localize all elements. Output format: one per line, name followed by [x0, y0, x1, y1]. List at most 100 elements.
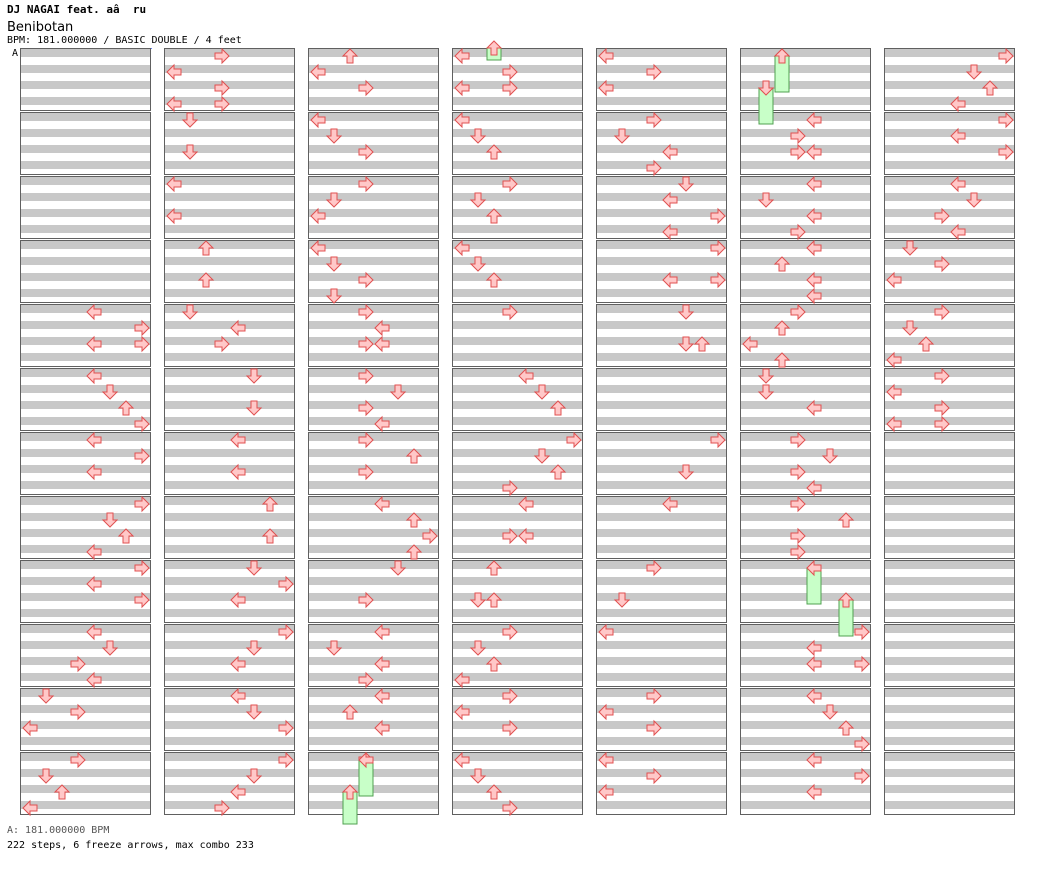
- right-arrow-note: [70, 655, 86, 673]
- right-arrow-note: [998, 47, 1014, 65]
- measure: [884, 48, 1015, 111]
- up-arrow-note: [485, 40, 503, 56]
- measure: [164, 688, 295, 751]
- measure: [596, 688, 727, 751]
- right-arrow-note: [358, 671, 374, 689]
- right-arrow-note: [214, 799, 230, 817]
- measure: [596, 304, 727, 367]
- measure: [740, 48, 871, 111]
- left-arrow-note: [806, 559, 822, 577]
- right-arrow-note: [998, 111, 1014, 129]
- measure: [452, 624, 583, 687]
- left-arrow-note: [518, 367, 534, 385]
- measure: [884, 432, 1015, 495]
- right-arrow-note: [422, 527, 438, 545]
- right-arrow-note: [214, 47, 230, 65]
- up-arrow-note: [341, 48, 359, 64]
- right-arrow-note: [854, 623, 870, 641]
- right-arrow-note: [790, 143, 806, 161]
- right-arrow-note: [214, 95, 230, 113]
- down-arrow-note: [245, 768, 263, 784]
- left-arrow-note: [454, 751, 470, 769]
- up-arrow-note: [693, 336, 711, 352]
- up-arrow-note: [341, 704, 359, 720]
- right-arrow-note: [358, 175, 374, 193]
- left-arrow-note: [806, 271, 822, 289]
- left-arrow-note: [806, 655, 822, 673]
- down-arrow-note: [325, 256, 343, 272]
- up-arrow-note: [485, 656, 503, 672]
- right-arrow-note: [502, 719, 518, 737]
- left-arrow-note: [806, 687, 822, 705]
- left-arrow-note: [950, 175, 966, 193]
- right-arrow-note: [358, 367, 374, 385]
- left-arrow-note: [806, 751, 822, 769]
- left-arrow-note: [86, 623, 102, 641]
- left-arrow-note: [806, 111, 822, 129]
- right-arrow-note: [502, 623, 518, 641]
- left-arrow-note: [886, 271, 902, 289]
- right-arrow-note: [646, 687, 662, 705]
- measure: [884, 624, 1015, 687]
- left-arrow-note: [86, 543, 102, 561]
- measure: [164, 432, 295, 495]
- right-arrow-note: [710, 239, 726, 257]
- left-arrow-note: [230, 463, 246, 481]
- down-arrow-note: [533, 448, 551, 464]
- measure: [452, 48, 583, 111]
- measure: [884, 368, 1015, 431]
- song-artist: DJ NAGAI feat. aâ ru: [7, 3, 147, 16]
- left-arrow-note: [662, 271, 678, 289]
- right-arrow-note: [646, 719, 662, 737]
- measure: [740, 688, 871, 751]
- left-arrow-note: [454, 47, 470, 65]
- left-arrow-note: [310, 207, 326, 225]
- right-arrow-note: [790, 543, 806, 561]
- measure: [164, 176, 295, 239]
- up-arrow-note: [837, 592, 855, 608]
- measure: [20, 368, 151, 431]
- left-arrow-note: [374, 319, 390, 337]
- left-arrow-note: [22, 799, 38, 817]
- right-arrow-note: [710, 431, 726, 449]
- up-arrow-note: [117, 528, 135, 544]
- right-arrow-note: [502, 687, 518, 705]
- left-arrow-note: [454, 111, 470, 129]
- right-arrow-note: [790, 431, 806, 449]
- measure: [596, 368, 727, 431]
- down-arrow-note: [101, 384, 119, 400]
- measure: [164, 368, 295, 431]
- left-arrow-note: [374, 719, 390, 737]
- left-arrow-note: [374, 655, 390, 673]
- up-arrow-note: [837, 720, 855, 736]
- left-arrow-note: [374, 495, 390, 513]
- down-arrow-note: [677, 176, 695, 192]
- left-arrow-note: [230, 783, 246, 801]
- down-arrow-note: [37, 768, 55, 784]
- left-arrow-note: [166, 95, 182, 113]
- down-arrow-note: [245, 368, 263, 384]
- right-arrow-note: [134, 335, 150, 353]
- measure: [308, 368, 439, 431]
- left-arrow-note: [950, 127, 966, 145]
- left-arrow-note: [886, 351, 902, 369]
- measure: [452, 688, 583, 751]
- left-arrow-note: [806, 239, 822, 257]
- right-arrow-note: [934, 399, 950, 417]
- right-arrow-note: [854, 767, 870, 785]
- down-arrow-note: [469, 256, 487, 272]
- measure: [20, 624, 151, 687]
- down-arrow-note: [469, 192, 487, 208]
- left-arrow-note: [374, 687, 390, 705]
- down-arrow-note: [613, 592, 631, 608]
- left-arrow-note: [806, 287, 822, 305]
- right-arrow-note: [134, 319, 150, 337]
- down-arrow-note: [181, 144, 199, 160]
- left-arrow-note: [598, 751, 614, 769]
- right-arrow-note: [502, 527, 518, 545]
- measure: [164, 240, 295, 303]
- left-arrow-note: [598, 79, 614, 97]
- measure: [596, 432, 727, 495]
- down-arrow-note: [469, 592, 487, 608]
- measure: [596, 176, 727, 239]
